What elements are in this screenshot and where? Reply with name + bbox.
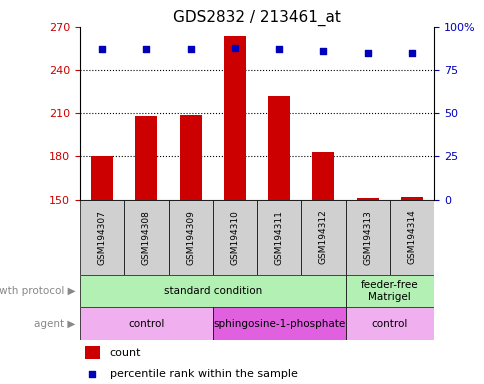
Bar [257, 200, 301, 275]
Text: control: control [371, 318, 407, 329]
Text: count: count [109, 348, 141, 358]
Text: agent ▶: agent ▶ [34, 318, 75, 329]
Bar [224, 36, 245, 200]
Text: GSM194309: GSM194309 [186, 210, 195, 265]
Text: feeder-free
Matrigel: feeder-free Matrigel [360, 280, 418, 302]
Bar [400, 197, 422, 200]
Bar [301, 200, 345, 275]
Bar [345, 307, 433, 340]
Text: GSM194311: GSM194311 [274, 210, 283, 265]
Bar [80, 200, 124, 275]
Text: control: control [128, 318, 164, 329]
Text: GSM194310: GSM194310 [230, 210, 239, 265]
Point [230, 45, 238, 51]
Text: growth protocol ▶: growth protocol ▶ [0, 286, 75, 296]
Bar [212, 307, 345, 340]
Title: GDS2832 / 213461_at: GDS2832 / 213461_at [173, 9, 340, 25]
Bar [312, 152, 334, 200]
Text: GSM194314: GSM194314 [407, 210, 416, 265]
Text: percentile rank within the sample: percentile rank within the sample [109, 369, 297, 379]
Point [319, 48, 327, 54]
Bar [179, 115, 201, 200]
Bar [345, 275, 433, 307]
Bar [80, 275, 345, 307]
Text: GSM194307: GSM194307 [97, 210, 106, 265]
Text: sphingosine-1-phosphate: sphingosine-1-phosphate [212, 318, 345, 329]
Point [142, 46, 150, 53]
Point [363, 50, 371, 56]
Text: standard condition: standard condition [163, 286, 261, 296]
Bar [91, 157, 113, 200]
Point [407, 50, 415, 56]
Bar [345, 200, 389, 275]
Text: GSM194313: GSM194313 [363, 210, 371, 265]
Bar [212, 200, 257, 275]
Text: GSM194308: GSM194308 [142, 210, 151, 265]
Point [186, 46, 194, 53]
Bar [268, 96, 289, 200]
Bar [124, 200, 168, 275]
Bar [356, 198, 378, 200]
Bar [85, 346, 100, 359]
Point [275, 46, 283, 53]
Bar [80, 307, 212, 340]
Point [89, 371, 96, 377]
Text: GSM194312: GSM194312 [318, 210, 327, 265]
Point [98, 46, 106, 53]
Bar [168, 200, 212, 275]
Bar [389, 200, 433, 275]
Bar [135, 116, 157, 200]
